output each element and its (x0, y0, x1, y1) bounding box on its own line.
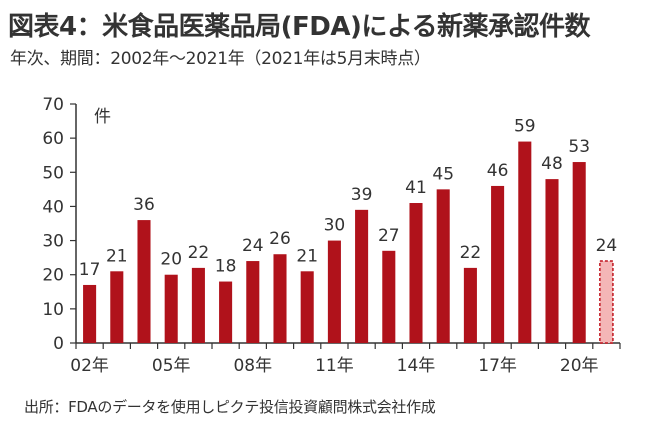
bar-2018 (518, 141, 532, 343)
value-label-2009: 26 (269, 229, 291, 249)
bar-2011 (327, 240, 341, 343)
axes: 0 10 20 30 40 50 60 70 件 02年 05年 08年 11年 14年 17年 20年 (42, 95, 621, 376)
x-tick-label: 17年 (478, 356, 517, 376)
bar-2017 (491, 185, 505, 343)
x-tick-label: 14年 (397, 356, 436, 376)
value-label-2016: 22 (460, 243, 482, 263)
y-tick-label: 10 (42, 300, 64, 320)
y-tick-label: 40 (42, 197, 64, 217)
x-tick-label: 02年 (70, 356, 109, 376)
bars (83, 141, 614, 344)
bar-2003 (110, 271, 124, 343)
bar-2002 (83, 284, 97, 343)
bar-2005 (164, 274, 178, 343)
value-label-2006: 22 (188, 243, 210, 263)
value-label-2013: 27 (378, 226, 400, 246)
value-label-2005: 20 (160, 250, 182, 270)
x-tick-label: 05年 (152, 356, 191, 376)
value-label-2015: 45 (432, 164, 454, 184)
bar-2016 (463, 267, 477, 343)
value-label-2007: 18 (215, 257, 237, 277)
chart-subtitle: 年次、期間：2002年～2021年（2021年は5月末時点） (10, 49, 431, 69)
value-label-2020: 53 (568, 137, 590, 157)
x-tick-label: 11年 (315, 356, 354, 376)
y-tick-label: 0 (53, 334, 64, 354)
bar-2010 (300, 271, 314, 343)
y-tick-label: 70 (42, 95, 64, 115)
bar-2008 (246, 261, 260, 343)
source-note: 出所：FDAのデータを使用しピクテ投信投資顧問株式会社作成 (24, 398, 436, 416)
value-label-2014: 41 (405, 178, 427, 198)
value-label-2011: 30 (324, 216, 346, 236)
bar-2021 (599, 260, 614, 344)
x-tick-label: 20年 (560, 356, 599, 376)
value-label-2002: 17 (79, 260, 101, 280)
y-axis-unit-label: 件 (94, 107, 111, 127)
bar-2006 (191, 267, 205, 343)
chart-title: 図表4：米食品医薬品局(FDA)による新薬承認件数 (8, 12, 591, 42)
bar-2020 (572, 162, 586, 343)
value-label-2019: 48 (541, 154, 563, 174)
y-tick-label: 30 (42, 232, 64, 252)
y-tick-label: 50 (42, 163, 64, 183)
bar-2019 (545, 179, 559, 343)
value-label-2008: 24 (242, 236, 264, 256)
value-label-2021: 24 (596, 236, 618, 256)
value-label-2017: 46 (487, 161, 509, 181)
bar-2013 (382, 250, 396, 343)
bar-2007 (219, 281, 233, 343)
bar-2012 (355, 209, 369, 343)
y-tick-label: 60 (42, 129, 64, 149)
bar-2014 (409, 203, 423, 343)
value-label-2018: 59 (514, 117, 536, 137)
x-tick-label: 08年 (233, 356, 272, 376)
value-label-2004: 36 (133, 195, 155, 215)
bar-2015 (436, 189, 450, 343)
bar-2009 (273, 254, 287, 343)
value-label-2003: 21 (106, 246, 128, 266)
value-label-2012: 39 (351, 185, 373, 205)
value-label-2010: 21 (296, 246, 318, 266)
bar-2004 (137, 220, 151, 343)
y-tick-label: 20 (42, 266, 64, 286)
